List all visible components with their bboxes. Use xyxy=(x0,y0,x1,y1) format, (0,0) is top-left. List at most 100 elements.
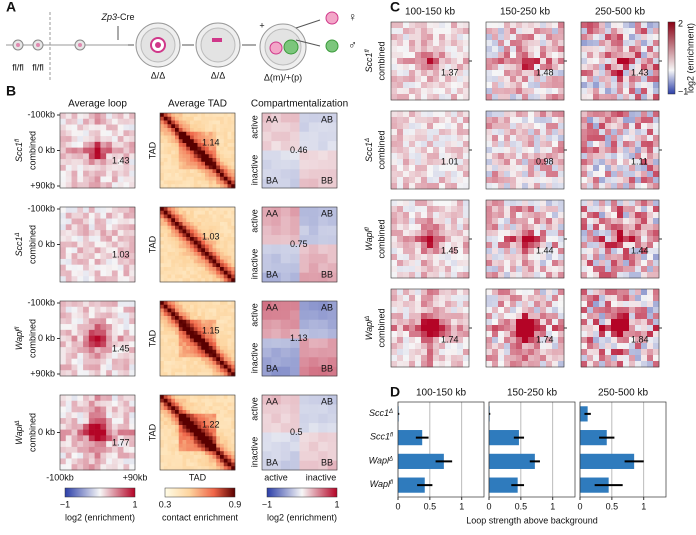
heatmap-cell xyxy=(445,301,452,308)
heatmap-cell xyxy=(552,177,559,184)
heatmap-cell xyxy=(123,370,130,377)
heatmap-cell xyxy=(397,135,404,142)
panel-label: B xyxy=(6,83,16,99)
facet-frame xyxy=(397,401,485,498)
heatmap-cell xyxy=(182,364,187,369)
axis-label: active xyxy=(249,397,259,421)
heatmap-cell xyxy=(522,200,529,207)
heatmap-cell xyxy=(308,366,319,377)
heatmap-cell xyxy=(205,135,210,140)
heatmap-cell xyxy=(451,319,458,326)
heatmap-cell xyxy=(117,412,124,419)
heatmap-cell xyxy=(197,413,202,418)
heatmap-cell xyxy=(182,124,187,129)
heatmap-cell xyxy=(290,272,300,283)
heatmap-cell xyxy=(647,22,654,29)
heatmap-cell xyxy=(205,146,210,151)
heatmap-cell xyxy=(504,266,511,273)
heatmap-cell xyxy=(290,253,300,264)
heatmap-cell xyxy=(510,206,517,213)
heatmap-cell xyxy=(201,323,206,328)
heatmap-cell xyxy=(205,128,210,133)
heatmap-cell xyxy=(528,153,535,160)
heatmap-cell xyxy=(629,337,636,344)
heatmap-cell xyxy=(201,428,206,433)
heatmap-cell xyxy=(647,343,654,350)
heatmap-cell xyxy=(227,334,232,339)
heatmap-cell xyxy=(111,159,118,166)
heatmap-cell xyxy=(451,141,458,148)
heatmap-cell xyxy=(327,253,338,264)
heatmap-cell xyxy=(647,355,654,362)
heatmap-cell xyxy=(171,248,176,253)
heatmap-cell xyxy=(171,410,176,415)
heatmap-cell xyxy=(641,325,648,332)
heatmap-cell xyxy=(117,335,124,342)
heatmap-cell xyxy=(171,184,176,189)
heatmap-cell xyxy=(190,229,195,234)
heatmap-cell xyxy=(427,165,434,172)
heatmap-cell xyxy=(605,272,612,279)
heatmap-cell xyxy=(262,253,272,264)
heatmap-cell xyxy=(409,159,416,166)
heatmap-cell xyxy=(163,323,168,328)
heatmap-cell xyxy=(227,139,232,144)
heatmap-cell xyxy=(163,225,168,230)
heatmap-cell xyxy=(220,244,225,249)
heatmap-cell xyxy=(111,464,118,471)
heatmap-cell xyxy=(611,206,618,213)
heatmap-cell xyxy=(504,325,511,332)
heatmap-cell xyxy=(100,423,107,430)
heatmap-cell xyxy=(318,404,328,415)
heatmap-cell xyxy=(486,40,493,47)
heatmap-cell xyxy=(327,347,338,358)
heatmap-cell xyxy=(160,428,165,433)
heatmap-cell xyxy=(175,214,180,219)
heatmap-cell xyxy=(208,270,213,275)
heatmap-cell xyxy=(223,270,228,275)
heatmap-cell xyxy=(178,184,183,189)
heatmap-cell xyxy=(421,313,428,320)
heatmap-cell xyxy=(403,76,410,83)
heatmap-cell xyxy=(510,76,517,83)
heatmap-cell xyxy=(427,111,434,118)
heatmap-cell xyxy=(163,131,168,136)
heatmap-cell xyxy=(421,337,428,344)
heatmap-cell xyxy=(299,141,310,151)
heatmap-cell xyxy=(262,329,272,339)
heatmap-cell xyxy=(617,153,624,160)
heatmap-cell xyxy=(433,165,440,172)
heatmap-cell xyxy=(220,364,225,369)
heatmap-cell xyxy=(611,52,618,59)
heatmap-cell xyxy=(486,28,493,35)
colorbar-min: −1 xyxy=(678,86,688,96)
heatmap-cell xyxy=(546,343,553,350)
heatmap-cell xyxy=(391,349,398,356)
heatmap-cell xyxy=(175,349,180,354)
heatmap-cell xyxy=(227,304,232,309)
heatmap-cell xyxy=(629,111,636,118)
heatmap-cell xyxy=(227,425,232,430)
heatmap-cell xyxy=(623,76,630,83)
heatmap-cell xyxy=(486,254,493,261)
heatmap-cell xyxy=(175,143,180,148)
heatmap-cell xyxy=(617,34,624,41)
heatmap-cell xyxy=(186,225,191,230)
heatmap-cell xyxy=(451,183,458,190)
heatmap-cell xyxy=(201,135,206,140)
heatmap-cell xyxy=(299,395,310,405)
heatmap-cell xyxy=(88,364,95,371)
heatmap-cell xyxy=(190,131,195,136)
heatmap-cell xyxy=(522,141,529,148)
heatmap-cell xyxy=(391,64,398,71)
heatmap-cell xyxy=(77,230,84,237)
heatmap-cell xyxy=(94,370,101,377)
heatmap-cell xyxy=(227,417,232,422)
heatmap-cell xyxy=(262,159,272,170)
heatmap-cell xyxy=(451,230,458,237)
heatmap-cell xyxy=(190,128,195,133)
heatmap-cell xyxy=(227,278,232,283)
heatmap-cell xyxy=(167,176,172,181)
heatmap-cell xyxy=(635,147,642,154)
heatmap-cell xyxy=(227,150,232,155)
